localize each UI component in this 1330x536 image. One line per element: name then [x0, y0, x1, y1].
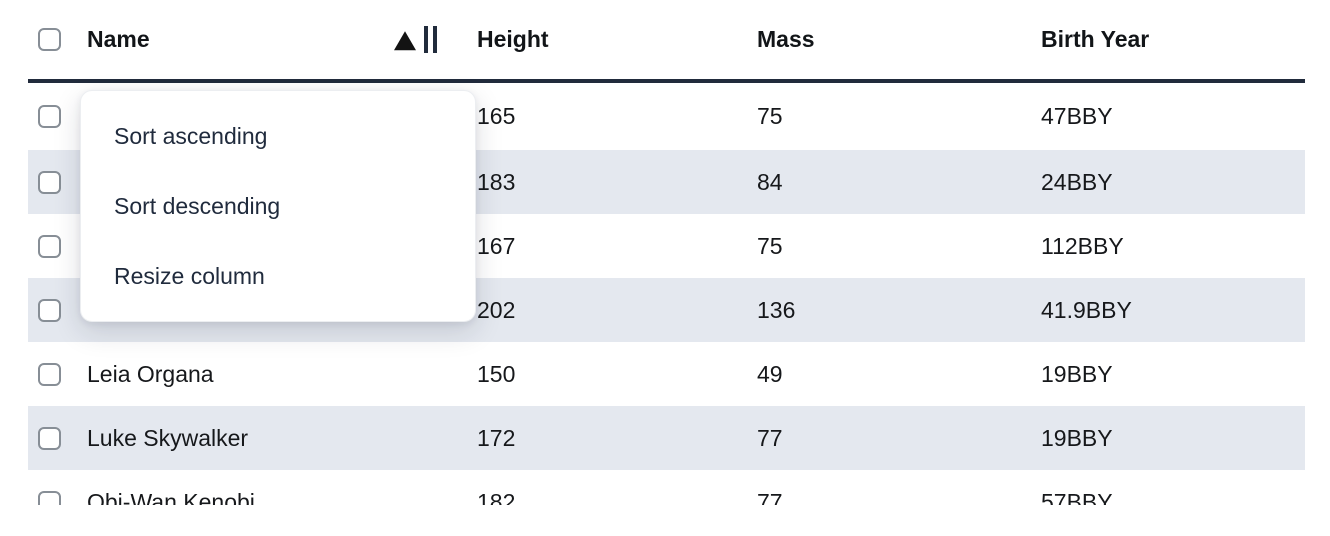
resize-bar-icon: [433, 26, 437, 53]
menu-item-sort-descending[interactable]: Sort descending: [114, 192, 281, 219]
cell-birth-year: 47BBY: [1041, 103, 1113, 129]
table-header-row: Name Height Mass Birth Year: [28, 0, 1305, 83]
cell-name: Leia Organa: [87, 360, 214, 387]
select-all-checkbox[interactable]: [38, 28, 61, 51]
column-header-name-label: Name: [87, 26, 150, 52]
cell-height: 172: [477, 424, 516, 451]
column-header-name[interactable]: Name: [65, 26, 455, 53]
cell-height: 202: [477, 296, 516, 323]
row-checkbox[interactable]: [38, 170, 61, 194]
cell-mass: 77: [757, 424, 783, 451]
table-row: Luke Skywalker 172 77 19BBY: [28, 406, 1305, 470]
table-row: 167 75 112BBY: [28, 214, 1305, 278]
cell-birth-year: 41.9BBY: [1041, 296, 1132, 323]
cell-height: 183: [477, 168, 516, 195]
cell-name: Luke Skywalker: [87, 424, 249, 451]
sort-ascending-icon: [394, 30, 416, 50]
row-checkbox[interactable]: [38, 105, 61, 128]
resize-bar-icon: [424, 26, 428, 53]
menu-item-sort-ascending[interactable]: Sort ascending: [114, 122, 268, 149]
cell-birth-year: 19BBY: [1041, 360, 1113, 387]
column-resize-handle[interactable]: [424, 26, 437, 53]
cell-mass: 75: [757, 103, 783, 129]
cell-birth-year: 57BBY: [1041, 488, 1113, 506]
cell-birth-year: 19BBY: [1041, 424, 1113, 451]
cell-mass: 136: [757, 296, 796, 323]
cell-height: 150: [477, 360, 516, 387]
row-checkbox[interactable]: [38, 490, 61, 505]
table-row: 165 75 47BBY: [28, 83, 1305, 150]
column-header-mass[interactable]: Mass: [757, 26, 815, 52]
cell-height: 165: [477, 103, 516, 129]
row-checkbox[interactable]: [38, 426, 61, 450]
cell-mass: 84: [757, 168, 783, 195]
cell-mass: 75: [757, 232, 783, 259]
menu-item-resize-column[interactable]: Resize column: [114, 262, 265, 289]
table-row: Leia Organa 150 49 19BBY: [28, 342, 1305, 406]
column-header-birth-year[interactable]: Birth Year: [1041, 26, 1150, 52]
table-row: Obi-Wan Kenobi 182 77 57BBY: [28, 470, 1305, 505]
cell-name: Obi-Wan Kenobi: [87, 488, 255, 506]
cell-height: 167: [477, 232, 516, 259]
row-checkbox[interactable]: [38, 234, 61, 258]
cell-mass: 77: [757, 488, 783, 506]
cell-birth-year: 24BBY: [1041, 168, 1113, 195]
row-checkbox[interactable]: [38, 298, 61, 322]
cell-birth-year: 112BBY: [1041, 232, 1124, 259]
column-context-menu: Sort ascending Sort descending Resize co…: [80, 90, 476, 322]
row-checkbox[interactable]: [38, 362, 61, 386]
select-all-cell: [28, 28, 65, 51]
column-header-height[interactable]: Height: [477, 26, 549, 52]
cell-height: 182: [477, 488, 516, 506]
cell-mass: 49: [757, 360, 783, 387]
